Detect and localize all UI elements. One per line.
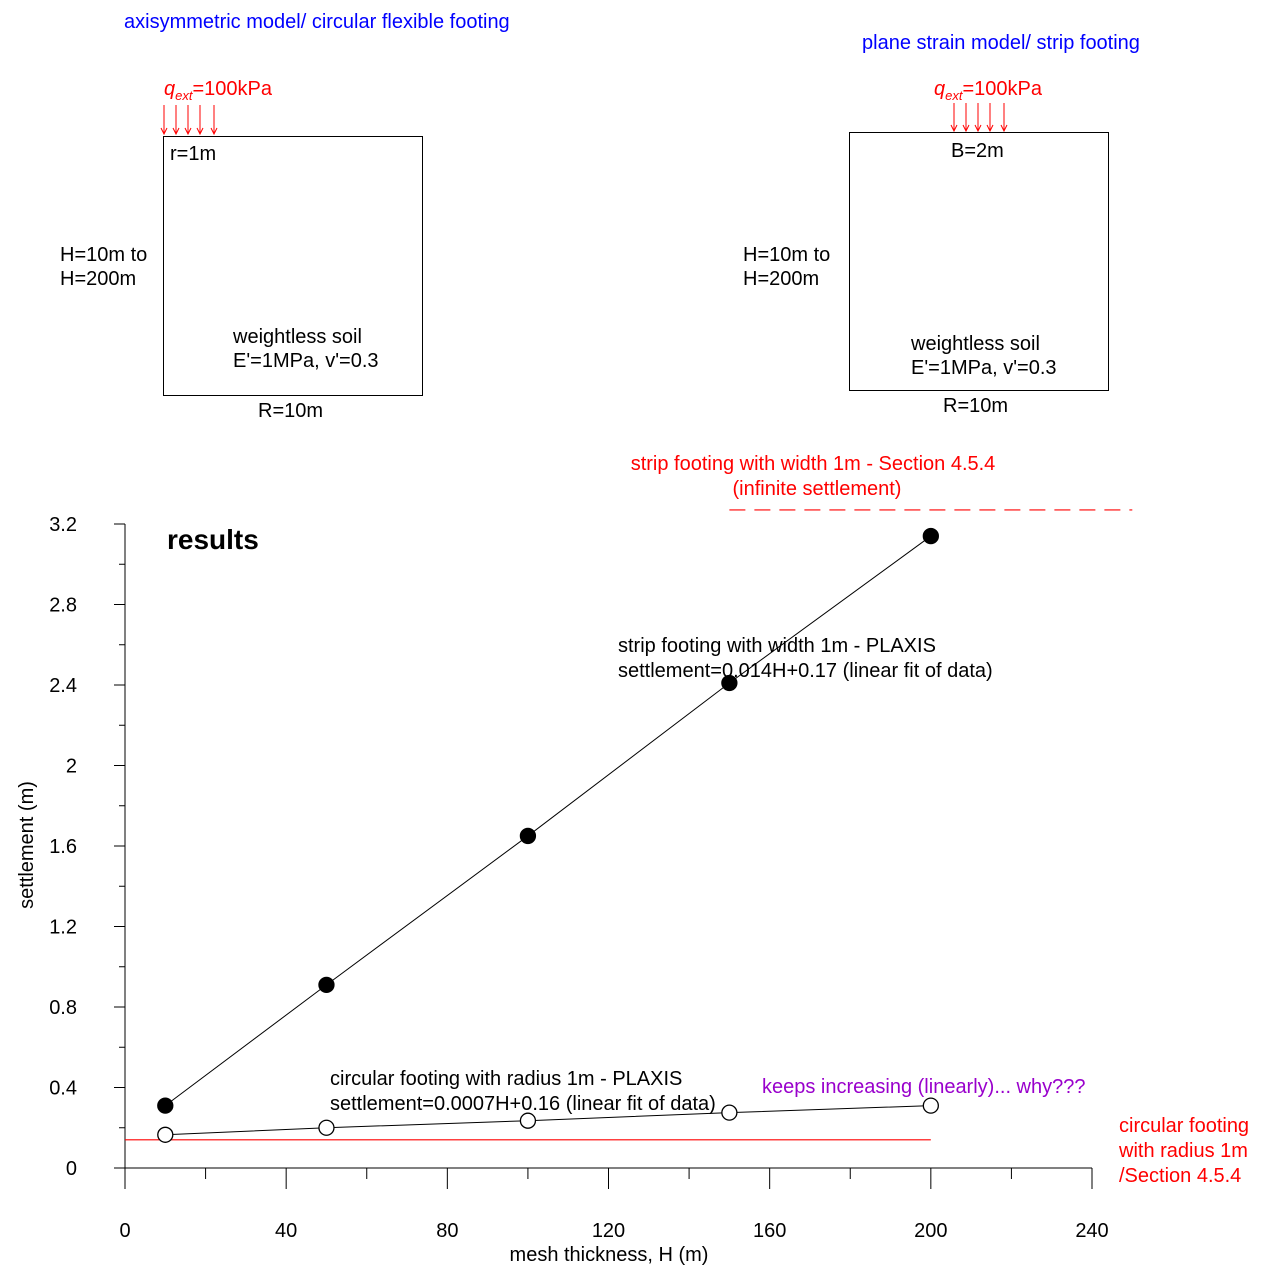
left-soil-line1: weightless soil	[233, 326, 362, 348]
x-tick-label: 160	[753, 1220, 786, 1242]
strip-data-point	[157, 1097, 174, 1114]
circular-data-point	[318, 1119, 335, 1136]
left-height-line2: H=200m	[60, 268, 137, 290]
right-radius-label: R=10m	[943, 395, 1009, 417]
right-height-line2: H=200m	[743, 268, 820, 290]
reference-lines	[125, 509, 1133, 1141]
x-tick-label: 120	[592, 1220, 625, 1242]
y-tick-label: 0.8	[49, 997, 77, 1019]
x-tick-label: 40	[275, 1220, 297, 1242]
strip-fit-line	[164, 535, 932, 1107]
left-height-line1: H=10m to	[60, 244, 148, 266]
left-soil-line2: E'=1MPa, v'=0.3	[233, 350, 379, 372]
right-load-symbol: q	[934, 78, 946, 100]
y-tick-label: 0	[66, 1158, 77, 1180]
y-tick-label: 1.6	[49, 836, 77, 858]
purple-annotation: keeps increasing (linearly)... why???	[762, 1076, 1086, 1098]
strip-data-point	[519, 827, 537, 845]
right-footing-label: B=2m	[951, 140, 1004, 162]
left-load-symbol: q	[164, 78, 176, 100]
strip-plaxis-label-line2: settlement=0.014H+0.17 (linear fit of da…	[618, 660, 993, 682]
left-load-sub: ext	[175, 88, 193, 103]
left-load-value: =100kPa	[192, 78, 272, 100]
data-series	[157, 527, 939, 1143]
circular-plaxis-label-line2: settlement=0.0007H+0.16 (linear fit of d…	[330, 1093, 716, 1115]
y-tick-label: 2	[66, 756, 77, 778]
circular-data-point	[721, 1104, 738, 1121]
strip-plaxis-label-line1: strip footing with width 1m - PLAXIS	[618, 635, 936, 657]
strip-data-point	[721, 674, 738, 692]
left-soil-box	[163, 136, 423, 396]
right-load-sub: ext	[945, 88, 963, 103]
circular-data-point	[519, 1112, 537, 1129]
y-tick-label: 3.2	[49, 514, 77, 536]
right-soil-box	[849, 132, 1109, 391]
strip-reference-label-line1: strip footing with width 1m - Section 4.…	[631, 453, 996, 475]
left-diagram-title: axisymmetric model/ circular flexible fo…	[124, 11, 510, 33]
x-tick-label: 200	[914, 1220, 947, 1242]
y-axis-label: settlement (m)	[16, 781, 38, 909]
circular-reference-label-line1: circular footing	[1119, 1115, 1249, 1137]
y-tick-label: 1.2	[49, 917, 77, 939]
strip-data-point	[318, 976, 335, 994]
x-tick-label: 0	[119, 1220, 130, 1242]
right-diagram-title: plane strain model/ strip footing	[862, 32, 1140, 54]
right-soil-line1: weightless soil	[911, 333, 1040, 355]
strip-reference-label-line2: (infinite settlement)	[733, 478, 902, 500]
circular-reference-label-line3: /Section 4.5.4	[1119, 1165, 1241, 1187]
x-axis-label: mesh thickness, H (m)	[510, 1244, 709, 1266]
right-soil-line2: E'=1MPa, v'=0.3	[911, 357, 1057, 379]
right-load-label: qext=100kPa	[934, 79, 1042, 102]
right-load-value: =100kPa	[962, 78, 1042, 100]
left-load-label: qext=100kPa	[164, 79, 272, 102]
circular-data-point	[922, 1097, 939, 1114]
left-footing-label: r=1m	[170, 143, 217, 165]
circular-data-point	[157, 1126, 174, 1143]
x-tick-label: 80	[436, 1220, 458, 1242]
circular-reference-label-line2: with radius 1m	[1118, 1140, 1248, 1162]
chart-title: results	[167, 524, 259, 555]
y-tick-label: 0.4	[49, 1078, 77, 1100]
circular-plaxis-label-line1: circular footing with radius 1m - PLAXIS	[330, 1068, 682, 1090]
left-radius-label: R=10m	[258, 400, 324, 422]
strip-data-point	[922, 527, 939, 545]
y-tick-label: 2.4	[49, 675, 77, 697]
right-height-line1: H=10m to	[743, 244, 831, 266]
x-tick-label: 240	[1075, 1220, 1108, 1242]
chart-axes: 0 40 80 120 160 200 240 0 0.4 0.8 1.2 1.6 2 2.4 2.8 3.2	[49, 514, 1109, 1242]
y-tick-label: 2.8	[49, 595, 77, 617]
